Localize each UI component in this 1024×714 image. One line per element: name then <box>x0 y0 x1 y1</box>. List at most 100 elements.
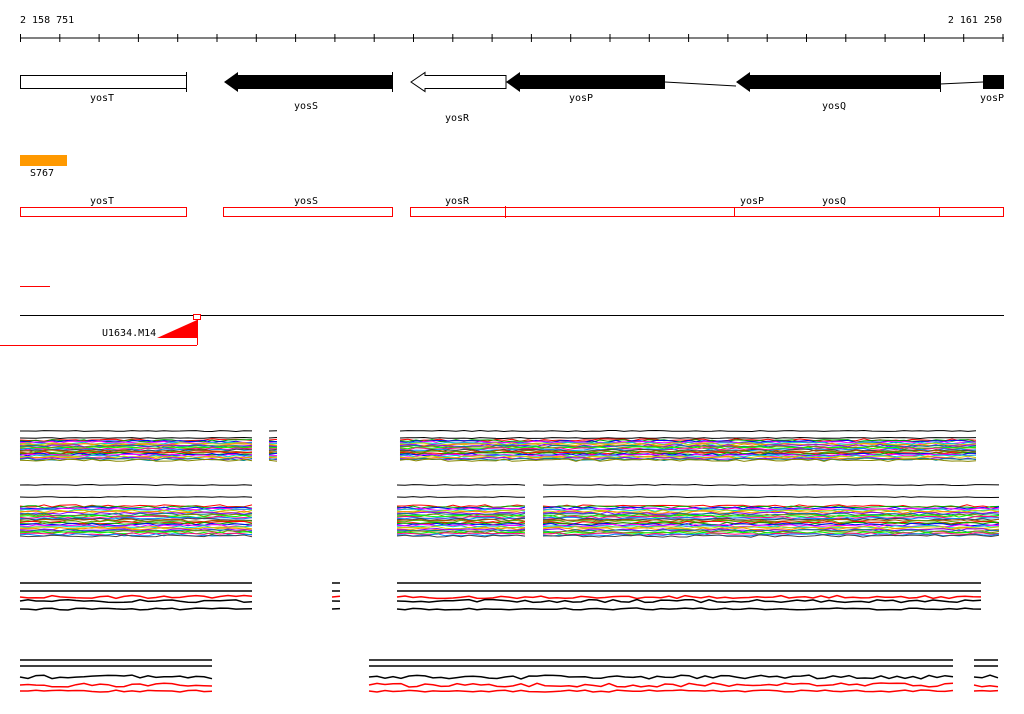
gene-label-yosP: yosP <box>569 93 593 104</box>
cds-box-yosP-2[interactable] <box>939 207 1004 217</box>
expr-line <box>396 509 525 513</box>
feature-S767[interactable] <box>20 155 67 166</box>
gene-yosS[interactable] <box>224 72 392 92</box>
expr-line <box>396 531 526 535</box>
expr-line <box>399 458 977 462</box>
expr-line <box>19 533 253 537</box>
expr-line <box>396 534 526 538</box>
gene-label-yosR: yosR <box>445 113 470 124</box>
expr-line <box>542 515 1000 520</box>
expr-line <box>399 447 977 451</box>
expr-line <box>399 456 977 461</box>
gene-track[interactable]: yosT yosS yosR yosP yosQ yosP <box>20 71 1005 124</box>
gene-yosQ[interactable] <box>736 72 940 92</box>
splice-connector <box>664 81 737 87</box>
probe-label: U1634.M14 <box>102 328 156 339</box>
expr-line <box>399 429 977 433</box>
gene-label-yosQ: yosQ <box>822 101 846 112</box>
cds-label-yosR: yosR <box>445 196 470 207</box>
expression-track-1[interactable] <box>19 429 977 462</box>
expr-line <box>19 682 213 688</box>
ruler-start-label: 2 158 751 <box>20 15 74 26</box>
gene-yosR[interactable] <box>410 71 507 93</box>
expr-line <box>19 594 253 600</box>
cds-box-yosS[interactable] <box>223 207 393 217</box>
expr-line <box>396 524 526 529</box>
expr-line <box>542 521 1000 526</box>
expr-line <box>331 595 341 598</box>
cds-box-yosQ[interactable] <box>734 207 940 217</box>
gene-yosP[interactable] <box>506 72 665 92</box>
expr-line <box>368 682 954 688</box>
expr-line <box>19 530 253 534</box>
expr-line <box>396 532 526 535</box>
expr-line <box>542 529 1000 533</box>
expr-line <box>542 533 1000 537</box>
gene-yosP-2[interactable] <box>983 75 1004 89</box>
gene-label-yosS: yosS <box>294 101 318 112</box>
expr-line <box>542 511 1000 516</box>
expr-line <box>542 519 1000 524</box>
expr-line <box>542 534 1000 538</box>
expression-track-4[interactable] <box>19 659 999 693</box>
expr-line <box>396 607 982 611</box>
expr-line <box>542 508 999 512</box>
expr-line <box>396 598 982 604</box>
expr-line <box>973 684 999 688</box>
expr-line <box>19 518 253 523</box>
expr-line <box>19 531 253 535</box>
expr-line <box>268 438 278 441</box>
gene-yosT[interactable] <box>20 75 187 89</box>
expr-line <box>396 522 526 527</box>
cds-box-yosT[interactable] <box>20 207 187 217</box>
gene-label-yosT: yosT <box>90 93 114 104</box>
expr-line <box>268 444 278 447</box>
feature-track[interactable]: S767 <box>20 155 67 179</box>
expr-line <box>268 446 278 449</box>
expr-line <box>396 523 526 528</box>
probe-triangle[interactable] <box>157 320 197 338</box>
expr-line <box>368 674 954 680</box>
expr-line <box>396 594 982 600</box>
expr-line <box>268 445 278 448</box>
expr-line <box>368 689 954 693</box>
expr-line <box>399 436 977 440</box>
expr-line <box>19 674 213 680</box>
expression-track-2[interactable] <box>19 483 1000 538</box>
expr-line <box>19 458 253 462</box>
expr-line <box>19 607 253 611</box>
expression-track-3[interactable] <box>19 582 1001 611</box>
expr-line <box>542 525 1000 530</box>
probe-marker[interactable] <box>193 314 201 320</box>
expr-line <box>399 442 977 446</box>
expr-line <box>268 448 278 451</box>
expr-line <box>19 447 253 452</box>
coordinate-ruler: 2 158 751 2 161 250 <box>20 15 1004 42</box>
expr-line <box>268 452 278 456</box>
expr-line <box>19 438 253 442</box>
ruler-ticks <box>20 34 1004 42</box>
expr-line <box>542 483 1000 487</box>
expr-line <box>542 510 1000 514</box>
expr-line <box>396 525 525 530</box>
cds-box-yosR[interactable] <box>410 207 506 217</box>
cds-label-yosS: yosS <box>294 196 318 207</box>
expr-line <box>396 533 526 537</box>
expr-line <box>396 514 526 519</box>
expr-line <box>399 451 977 456</box>
gene-label-yosP-2: yosP <box>980 93 1004 104</box>
expr-line <box>396 512 526 516</box>
expression-tracks[interactable] <box>19 429 1001 693</box>
cds-box-yosP[interactable] <box>505 207 735 217</box>
cds-label-yosT: yosT <box>90 196 114 207</box>
expr-line <box>19 598 253 604</box>
cds-label-yosQ: yosQ <box>822 196 846 207</box>
expr-line <box>19 483 253 487</box>
expr-line <box>268 456 278 459</box>
cds-track[interactable]: yosT yosS yosR yosP yosQ <box>20 196 1004 218</box>
expr-line <box>19 504 253 508</box>
probe-track[interactable]: U1634.M14 <box>0 314 1004 346</box>
expr-line <box>19 517 253 521</box>
expr-line <box>268 443 278 446</box>
